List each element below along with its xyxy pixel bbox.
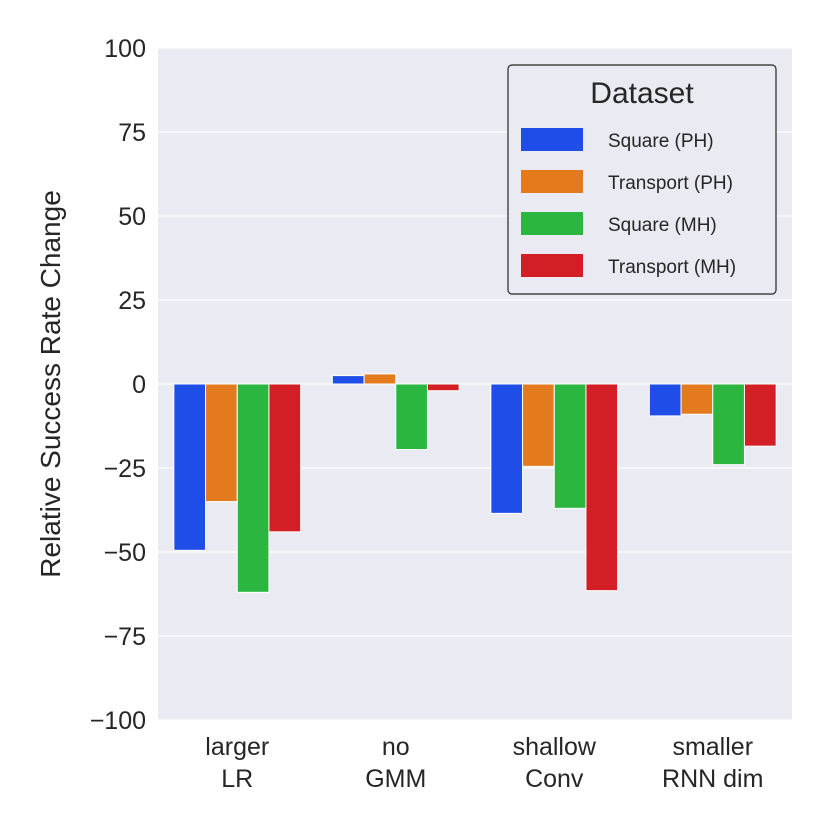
y-tick-label: −100 [90, 707, 146, 735]
legend-swatch [521, 254, 583, 277]
x-tick-label: smaller [672, 733, 753, 761]
grid-lines [158, 47, 792, 721]
bar [648, 383, 682, 417]
legend-swatch [521, 128, 583, 151]
x-tick-label: LR [221, 765, 253, 793]
bar [680, 383, 714, 415]
legend: Dataset Square (PH) Transport (PH) Square … [507, 64, 777, 295]
y-tick-label: −75 [104, 623, 146, 651]
bar [743, 383, 777, 447]
bar [426, 383, 460, 392]
bar [363, 373, 397, 385]
y-tick-label: 75 [118, 119, 146, 147]
bar [205, 383, 238, 503]
x-tick-label: shallow [513, 733, 597, 761]
legend-entry-label: Square (MH) [608, 215, 717, 236]
legend-swatch [521, 212, 583, 235]
legend-swatch [521, 170, 583, 193]
bar [331, 375, 365, 385]
x-tick-label: GMM [365, 765, 426, 793]
y-tick-label: 50 [118, 203, 146, 231]
y-tick-label: 0 [132, 371, 146, 399]
y-tick-label: 25 [118, 287, 146, 315]
bar [712, 383, 745, 466]
bar [522, 383, 555, 467]
legend-entry-label: Transport (MH) [608, 257, 736, 278]
x-tick-label: RNN dim [662, 765, 763, 793]
y-tick-label: −50 [104, 539, 146, 567]
y-axis-label: Relative Success Rate Change [35, 190, 66, 578]
bar [236, 383, 270, 593]
y-tick-label: 100 [104, 35, 146, 63]
legend-entry-label: Square (PH) [608, 131, 714, 152]
x-tick-label: no [382, 733, 410, 761]
bar [490, 383, 524, 514]
legend-box [507, 64, 777, 295]
bar [173, 383, 207, 551]
x-tick-label: Conv [525, 765, 584, 793]
y-tick-label: −25 [104, 455, 146, 483]
legend-title: Dataset [590, 77, 694, 110]
y-tick-labels: 100 75 50 25 0 −25 −50 −75 −100 [90, 35, 146, 735]
bar [585, 383, 619, 592]
bar [395, 383, 428, 451]
bars [173, 373, 777, 593]
legend-entry-label: Transport (PH) [608, 173, 733, 194]
bar [268, 383, 302, 533]
bar [553, 383, 587, 509]
x-tick-label: larger [205, 733, 269, 761]
x-tick-labels: larger LR no GMM shallow Conv smaller RNN dim [205, 733, 763, 793]
